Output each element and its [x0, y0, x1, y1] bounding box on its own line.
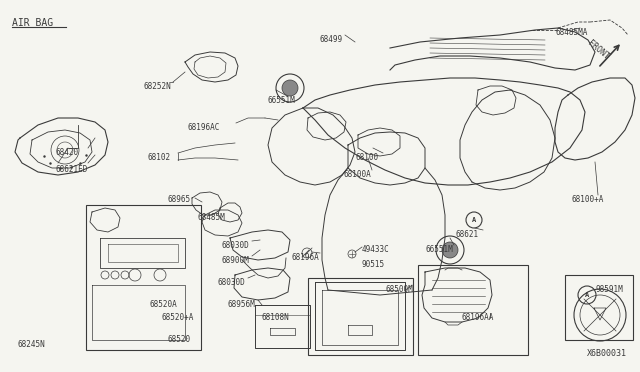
Text: A: A [472, 217, 476, 223]
Text: 68956M: 68956M [228, 300, 256, 309]
Text: 68196AA: 68196AA [462, 313, 494, 322]
Text: 68520+A: 68520+A [162, 313, 195, 322]
Text: 68100: 68100 [355, 153, 378, 162]
Text: FRONT: FRONT [586, 39, 611, 62]
Text: 68030D: 68030D [222, 241, 250, 250]
Circle shape [282, 80, 298, 96]
Text: 68621ED: 68621ED [55, 165, 88, 174]
Text: 68108N: 68108N [262, 313, 290, 322]
Text: 68485MA: 68485MA [555, 28, 588, 37]
Text: 49433C: 49433C [362, 245, 390, 254]
Text: 68520: 68520 [168, 335, 191, 344]
Bar [565, 275, 633, 340]
Text: 68900M: 68900M [222, 256, 250, 265]
Text: 68196A: 68196A [291, 253, 319, 262]
Text: 90515: 90515 [362, 260, 385, 269]
Text: 98591M: 98591M [596, 285, 624, 294]
Text: 68621: 68621 [455, 230, 478, 239]
Bar [86, 205, 201, 350]
Text: 68245N: 68245N [18, 340, 45, 349]
Text: 68965: 68965 [168, 195, 191, 204]
Text: 68499: 68499 [319, 35, 342, 44]
Text: X6B00031: X6B00031 [587, 349, 627, 358]
Text: 68030D: 68030D [218, 278, 246, 287]
Text: AIR BAG: AIR BAG [12, 18, 53, 28]
Text: 68196AC: 68196AC [188, 123, 220, 132]
Text: 68100A: 68100A [343, 170, 371, 179]
Text: A: A [585, 292, 589, 298]
Text: 68420: 68420 [55, 148, 78, 157]
Text: 68485M: 68485M [197, 213, 225, 222]
Circle shape [442, 242, 458, 258]
Bar [308, 278, 413, 355]
Text: 68520A: 68520A [149, 300, 177, 309]
Text: 66551M: 66551M [426, 245, 454, 254]
Bar [418, 265, 528, 355]
Text: 68102: 68102 [148, 153, 171, 162]
Text: 66551M: 66551M [268, 96, 296, 105]
Text: 68252N: 68252N [143, 82, 171, 91]
Text: 68100+A: 68100+A [571, 195, 604, 204]
Text: 68500M: 68500M [385, 285, 413, 294]
